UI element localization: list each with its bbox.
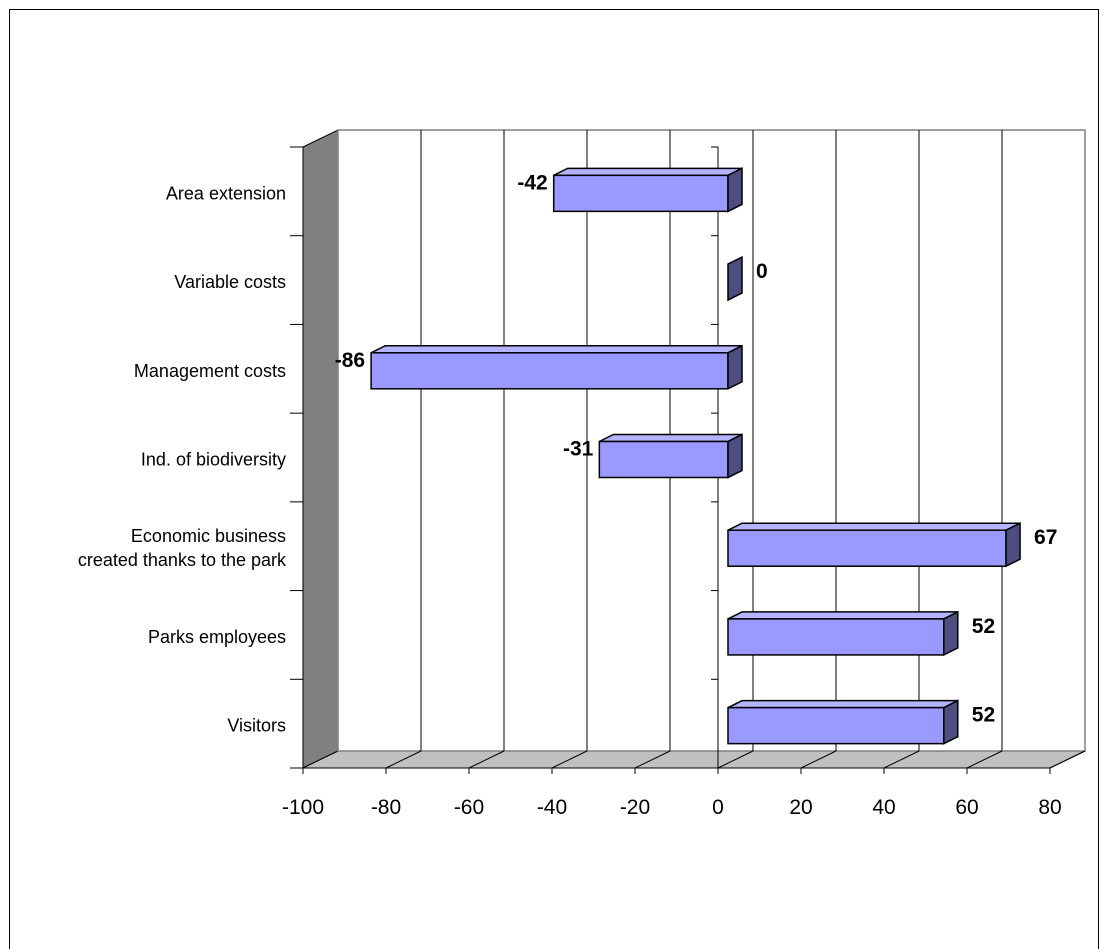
x-tick-label: -100 [282, 796, 324, 819]
data-label: -31 [563, 438, 594, 461]
bar [727, 610, 959, 657]
bar [598, 433, 743, 479]
floor-gridline [717, 750, 754, 769]
floor-gridline [966, 750, 1003, 769]
floor-gridline [1049, 750, 1086, 769]
x-tick-label: 80 [1038, 796, 1061, 819]
bar-side [943, 699, 959, 745]
bar [727, 699, 959, 745]
bar-side [727, 167, 743, 213]
bar-top [370, 345, 743, 354]
bar-front [727, 706, 945, 745]
bar-side [727, 433, 743, 479]
bar-top [727, 699, 959, 709]
category-label: Parks employees [148, 627, 286, 647]
bar-top [727, 522, 1021, 531]
bar [370, 344, 743, 390]
x-tick-label: -20 [620, 796, 650, 819]
x-tick-label: 40 [872, 796, 895, 819]
side-wall [302, 129, 339, 769]
floor-gridline [551, 750, 588, 769]
bar-front [370, 352, 729, 390]
category-labels: Area extension Variable costs Management c… [78, 183, 287, 735]
data-label: 52 [972, 615, 995, 638]
category-label: Ind. of biodiversity [141, 450, 286, 470]
data-label: -86 [335, 349, 365, 372]
bar-chart: Area extension Variable costs Management c… [78, 129, 1086, 819]
category-label: Variable costs [174, 272, 286, 292]
floor [302, 750, 1086, 769]
bar-front [727, 618, 945, 656]
floor-gridline [800, 750, 837, 769]
x-tick-label: 60 [955, 796, 978, 819]
bar-side [727, 255, 743, 302]
x-tick-label: -80 [371, 796, 401, 819]
bar-front [598, 440, 729, 479]
floor-gridline [634, 750, 671, 769]
data-labels: -42 0 -86 -31 67 52 52 [335, 171, 1058, 726]
x-tick-label: -60 [454, 796, 484, 819]
bar [552, 167, 743, 213]
x-tick-label: -40 [537, 796, 567, 819]
bar [727, 255, 743, 302]
bar-top [727, 611, 959, 620]
x-tick-label: 20 [789, 796, 812, 819]
data-label: 0 [756, 260, 768, 283]
data-label: -42 [517, 171, 547, 194]
bar-front [552, 174, 729, 213]
chart-frame [9, 9, 1099, 949]
data-label: 67 [1034, 526, 1057, 549]
category-label: Economic business [131, 526, 286, 546]
floor-gridline [883, 750, 920, 769]
category-label: Area extension [166, 183, 286, 203]
x-tick-label: 0 [712, 796, 724, 819]
data-label: 52 [972, 704, 995, 727]
category-label: Management costs [134, 361, 286, 381]
bar-side [727, 344, 743, 390]
floor-gridline [468, 750, 505, 769]
bar-side [1005, 522, 1021, 568]
bar-top [553, 167, 743, 177]
x-axis: -100 -80 -60 -40 -20 0 20 40 60 80 [282, 146, 1062, 819]
bar-side [943, 610, 959, 657]
floor-gridline [385, 750, 422, 769]
bar [727, 522, 1021, 568]
bars [370, 167, 1021, 745]
bar-front [727, 529, 1007, 567]
category-label: Visitors [227, 716, 286, 736]
bar-top [599, 433, 743, 443]
category-label: created thanks to the park [78, 550, 287, 570]
